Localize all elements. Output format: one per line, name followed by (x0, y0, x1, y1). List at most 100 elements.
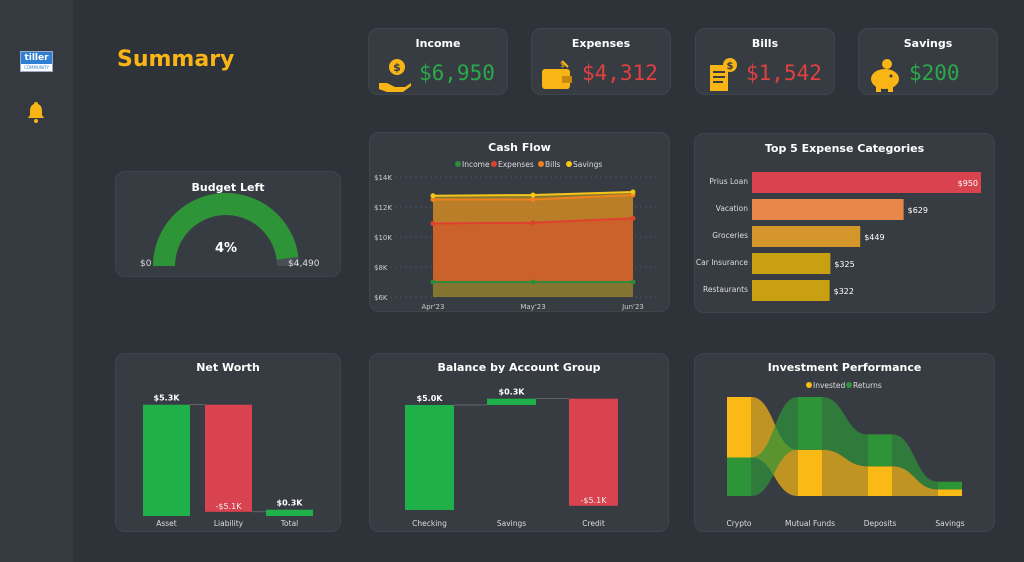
data-label: $449 (864, 233, 884, 242)
data-label: $950 (958, 179, 978, 188)
kpi-card-savings: Savings $200 (858, 28, 998, 95)
data-label: $629 (908, 206, 928, 215)
bar-invested (727, 397, 751, 458)
bar (405, 405, 454, 510)
bill-receipt-icon: $ (710, 58, 737, 91)
point-income (630, 279, 636, 285)
area-expenses (433, 218, 633, 297)
y-tick-label: $8K (374, 264, 388, 272)
page-title: Summary (117, 47, 235, 72)
category-label: Credit (582, 519, 605, 528)
bar-invested (868, 466, 892, 496)
category-label: Groceries (712, 231, 748, 240)
tiller-logo[interactable]: tiller COMMUNITY (20, 51, 53, 72)
bar-returns (727, 457, 751, 496)
svg-text:$: $ (560, 60, 565, 69)
investment-chart: Invested Returns Crypto Mutual Funds Deposit… (726, 381, 964, 528)
category-label: Crypto (726, 519, 751, 528)
category-label: Savings (497, 519, 526, 528)
category-label: Savings (935, 519, 964, 528)
legend-label: Savings (573, 160, 602, 169)
cash-flow-card: Cash Flow $6K $8K $10K $12K $14K Apr'23 May'23… (369, 132, 670, 312)
data-label: -$5.1K (216, 502, 243, 511)
point-bills (430, 197, 436, 202)
data-label: $5.3K (154, 394, 181, 403)
bar-invested (798, 449, 822, 496)
point-income (430, 279, 436, 285)
ribbon-returns (751, 397, 798, 496)
bar (266, 509, 313, 516)
budget-left-card: Budget Left 4% $0 $4,490 (115, 171, 341, 277)
kpi-value: $200 (909, 61, 960, 85)
kpi-label: Savings (903, 37, 953, 50)
gauge-fill (153, 192, 299, 266)
budget-min: $0 (140, 259, 152, 269)
ribbon-returns (892, 434, 938, 490)
point-expenses (430, 221, 436, 226)
net-worth-title: Net Worth (196, 361, 260, 374)
budget-percent: 4% (215, 241, 237, 256)
legend-marker (566, 161, 572, 167)
top5-card: Top 5 Expense Categories Prius Loan $950 V… (694, 133, 995, 313)
x-tick-label: Apr'23 (422, 303, 445, 311)
legend-label: Invested (813, 381, 845, 390)
category-label: Restaurants (703, 285, 748, 294)
cash-flow-chart: $6K $8K $10K $12K $14K Apr'23 May'23 Jun'23 Inco… (374, 160, 660, 311)
legend-marker (455, 161, 461, 167)
sidebar: tiller COMMUNITY (0, 0, 73, 562)
data-label: $0.3K (499, 388, 526, 397)
legend-marker (846, 382, 852, 388)
data-label: -$5.1K (581, 496, 608, 505)
category-label: Mutual Funds (785, 519, 835, 528)
investment-card: Investment Performance Invested Returns Cr… (694, 353, 995, 532)
x-tick-label: Jun'23 (621, 303, 644, 311)
svg-text:$: $ (727, 61, 734, 72)
kpi-value: $1,542 (746, 61, 822, 85)
kpi-label: Bills (751, 37, 779, 50)
area-savings (433, 192, 633, 297)
wallet-icon: $ (542, 60, 572, 89)
point-savings (630, 189, 636, 195)
investment-title: Investment Performance (767, 361, 922, 374)
category-label: Liability (214, 519, 244, 528)
kpi-card-bills: Bills $ $1,542 (695, 28, 835, 95)
ribbon-invested (892, 466, 938, 496)
bar-returns (938, 481, 962, 490)
budget-max: $4,490 (288, 259, 320, 269)
data-label: $325 (834, 260, 854, 269)
kpi-card-income: Income $ $6,950 (368, 28, 508, 95)
balance-title: Balance by Account Group (437, 361, 601, 374)
budget-title: Budget Left (191, 181, 265, 194)
cash-flow-title: Cash Flow (488, 141, 551, 154)
point-savings (430, 193, 436, 199)
kpi-card-expenses: Expenses $ $4,312 (531, 28, 671, 95)
y-tick-label: $12K (374, 204, 392, 212)
kpi-value: $4,312 (582, 61, 658, 85)
point-bills (530, 197, 536, 202)
svg-text:$: $ (393, 61, 401, 74)
bar (143, 404, 190, 516)
legend-marker (806, 382, 812, 388)
bar (487, 398, 536, 405)
data-label: $322 (834, 287, 854, 296)
x-tick-label: May'23 (520, 303, 545, 311)
data-label: $0.3K (277, 499, 304, 508)
bar (752, 172, 981, 193)
legend-label: Expenses (498, 160, 534, 169)
bar (752, 199, 904, 220)
bar-invested (938, 489, 962, 496)
bar (752, 226, 861, 247)
bell-icon[interactable] (24, 100, 48, 124)
bar-returns (798, 397, 822, 450)
bar (752, 253, 831, 274)
legend-label: Income (462, 160, 490, 169)
ribbon-invested (822, 449, 868, 496)
point-income (530, 279, 536, 285)
legend-marker (538, 161, 544, 167)
data-label: $5.0K (417, 394, 444, 403)
bar-returns (868, 434, 892, 467)
top5-chart: Prius Loan $950 Vacation $629 Groceries $449 C… (696, 172, 981, 301)
y-tick-label: $6K (374, 294, 388, 302)
point-expenses (630, 215, 636, 221)
category-label: Checking (412, 519, 447, 528)
